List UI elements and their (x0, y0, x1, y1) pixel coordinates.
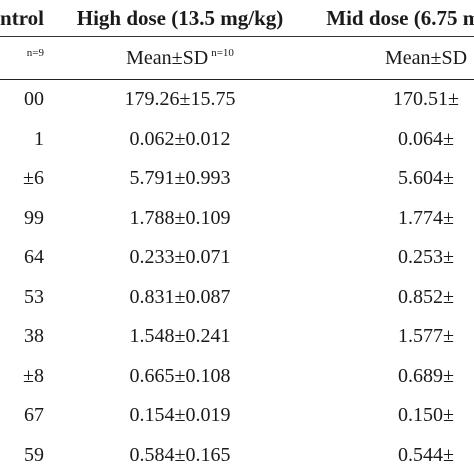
table-body: 00 179.26±15.75 170.51± 1 0.062±0.012 0.064± ±… (0, 80, 474, 474)
cell-high-dose: 0.062±0.012 (129, 127, 231, 150)
cell-mid-dose: 0.544± (398, 443, 454, 466)
cell-mid-dose: 1.774± (398, 206, 454, 229)
cell-control: 64 (24, 246, 44, 269)
table-row: 64 0.233±0.071 0.253± (0, 238, 474, 278)
table-row: 1 0.062±0.012 0.064± (0, 120, 474, 160)
mid-dose-stat-label: Mean±SD (384, 46, 468, 69)
cell-control: 99 (24, 206, 44, 229)
table-row: 59 0.584±0.165 0.544± (0, 436, 474, 474)
cell-control: ±6 (23, 167, 44, 190)
table-row: ±6 5.791±0.993 5.604± (0, 159, 474, 199)
cell-control: ±8 (23, 364, 44, 387)
cell-mid-dose: 1.577± (398, 325, 454, 348)
cell-control: 59 (24, 443, 44, 466)
table-row: 53 0.831±0.087 0.852± (0, 278, 474, 318)
cell-high-dose: 1.548±0.241 (129, 325, 231, 348)
cell-mid-dose: 170.51± (393, 88, 459, 111)
cell-high-dose: 0.154±0.019 (129, 404, 231, 427)
header-mid-dose: Mid dose (6.75 mg/kg) (326, 5, 474, 30)
cell-mid-dose: 0.852± (398, 285, 454, 308)
cell-high-dose: 179.26±15.75 (124, 88, 236, 111)
header-control: Control (0, 5, 44, 30)
control-n-label: n=9 (26, 46, 44, 59)
subheader-control: n=9 (0, 36, 48, 80)
cell-high-dose: 5.791±0.993 (129, 167, 231, 190)
cell-high-dose: 0.831±0.087 (129, 285, 231, 308)
table-header: Control High dose (13.5 mg/kg) Mid dose … (0, 0, 474, 80)
header-high-dose: High dose (13.5 mg/kg) (76, 5, 284, 30)
header-row: Control High dose (13.5 mg/kg) Mid dose … (0, 0, 474, 37)
table-row: ±8 0.665±0.108 0.689± (0, 357, 474, 397)
cell-high-dose: 0.584±0.165 (129, 443, 231, 466)
cell-control: 53 (24, 285, 44, 308)
subheader-mid-dose: Mean±SD (312, 36, 474, 80)
subheader-row: n=9 Mean±SD n=10 Mean±SD (0, 36, 474, 80)
high-dose-stat-label: Mean±SD (126, 46, 209, 69)
cell-high-dose: 1.788±0.109 (129, 206, 231, 229)
cell-high-dose: 0.665±0.108 (129, 364, 231, 387)
subheader-high-dose: Mean±SD n=10 (48, 36, 312, 80)
cell-mid-dose: 5.604± (398, 167, 454, 190)
cell-mid-dose: 0.064± (398, 127, 454, 150)
cell-control: 1 (34, 127, 44, 150)
table-row: 99 1.788±0.109 1.774± (0, 199, 474, 239)
cell-control: 38 (24, 325, 44, 348)
cell-high-dose: 0.233±0.071 (129, 246, 231, 269)
cell-mid-dose: 0.150± (398, 404, 454, 427)
table-row: 38 1.548±0.241 1.577± (0, 317, 474, 357)
table-row: 00 179.26±15.75 170.51± (0, 80, 474, 120)
table-row: 67 0.154±0.019 0.150± (0, 396, 474, 436)
cell-mid-dose: 0.689± (398, 364, 454, 387)
cell-control: 67 (24, 404, 44, 427)
cell-mid-dose: 0.253± (398, 246, 454, 269)
cell-control: 00 (24, 88, 44, 111)
high-dose-n-label: n=10 (211, 46, 234, 59)
